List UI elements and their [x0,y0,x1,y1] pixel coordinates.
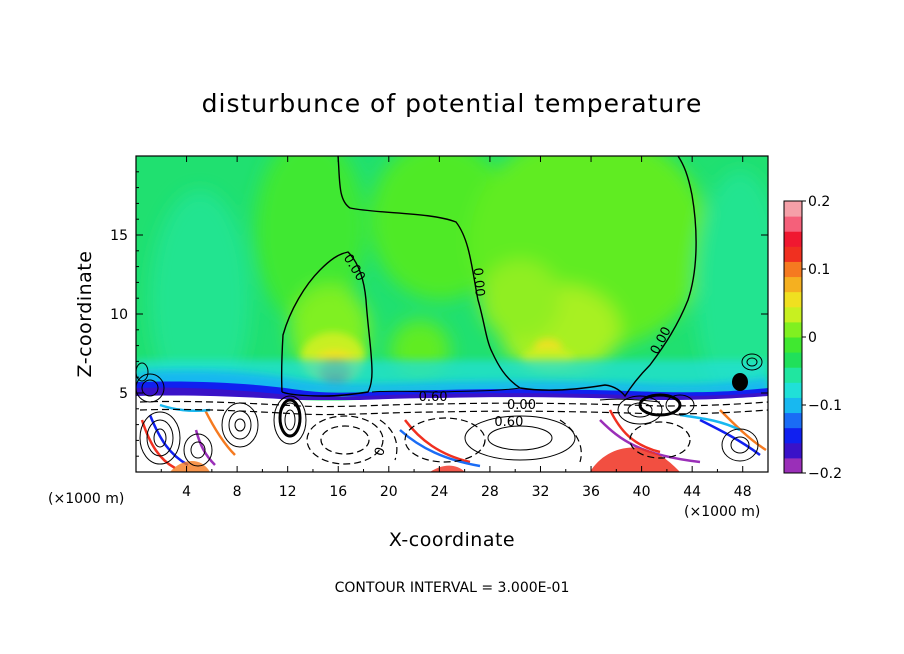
colorbar-swatch [784,201,802,217]
colorbar: 0.2 0.1 0 −0.1 −0.2 [783,194,842,482]
contour-label: 0.00 [507,398,536,413]
x-tick-label: 8 [233,484,242,500]
colorbar-swatch [784,382,802,398]
colorbar-swatch [784,321,802,338]
colorbar-tick-label: 0.2 [808,194,830,210]
x-tick-label: 44 [683,484,701,500]
x-tick-label: 24 [430,484,448,500]
y-tick-label: 10 [110,307,128,323]
x-tick-label: 32 [532,484,550,500]
solid-eddy-contours [136,353,763,467]
colorbar-tick-label: 0 [808,330,817,346]
contour-lines [280,156,697,403]
colorbar-swatch [784,261,802,278]
colorbar-swatch [784,412,802,429]
x-unit-right: (×1000 m) [684,504,760,520]
x-tick-label: 40 [633,484,651,500]
y-axis-label: Z-coordinate [74,251,96,378]
colorbar-swatch [784,457,802,474]
colorbar-swatch [784,231,802,247]
colorbar-swatch [784,397,802,414]
colorbar-swatch [784,427,802,444]
colorbar-swatch [784,246,802,262]
x-tick-label: 12 [279,484,297,500]
x-tick-label: 4 [182,484,191,500]
contour-label: 0.60 [494,415,523,430]
x-tick-label: 16 [329,484,347,500]
contour-label: 0.00 [470,267,487,297]
y-axis-ticks: 5 10 15 [110,171,768,457]
boundary-layer-features [140,403,767,470]
colorbar-swatch [784,291,802,308]
colorbar-tick-label: −0.1 [808,398,842,414]
x-tick-label: 36 [582,484,600,500]
x-tick-label: 28 [481,484,499,500]
colorbar-swatch [784,442,802,459]
colorbar-swatch [784,367,802,383]
contour-label: 0.60 [419,390,448,405]
chart-title: disturbunce of potential temperature [202,89,703,118]
dashed-contours [139,400,768,465]
colorbar-tick-label: −0.2 [808,466,842,482]
x-tick-label: 20 [380,484,398,500]
x-axis-label: X-coordinate [389,529,515,551]
dense-contour-cluster [732,373,748,391]
x-unit-left: (×1000 m) [48,491,124,507]
plot-area: 0.00 0.000.000.600.000.600 [136,156,768,472]
colorbar-swatch [784,306,802,323]
contour-zero-plume [280,251,373,397]
y-tick-label: 5 [119,386,128,402]
colorbar-swatch [784,337,802,353]
colorbar-tick-label: 0.1 [808,262,830,278]
x-tick-label: 48 [734,484,752,500]
colorbar-swatch [784,352,802,368]
y-tick-label: 15 [110,228,128,244]
contour-zero-main [337,156,697,398]
contour-interval-note: CONTOUR INTERVAL = 3.000E-01 [335,580,570,596]
colorbar-swatch [784,276,802,293]
colorbar-swatch [784,216,802,232]
x-axis-ticks: 4 8 12 16 20 24 28 32 36 40 44 48 [160,156,752,500]
